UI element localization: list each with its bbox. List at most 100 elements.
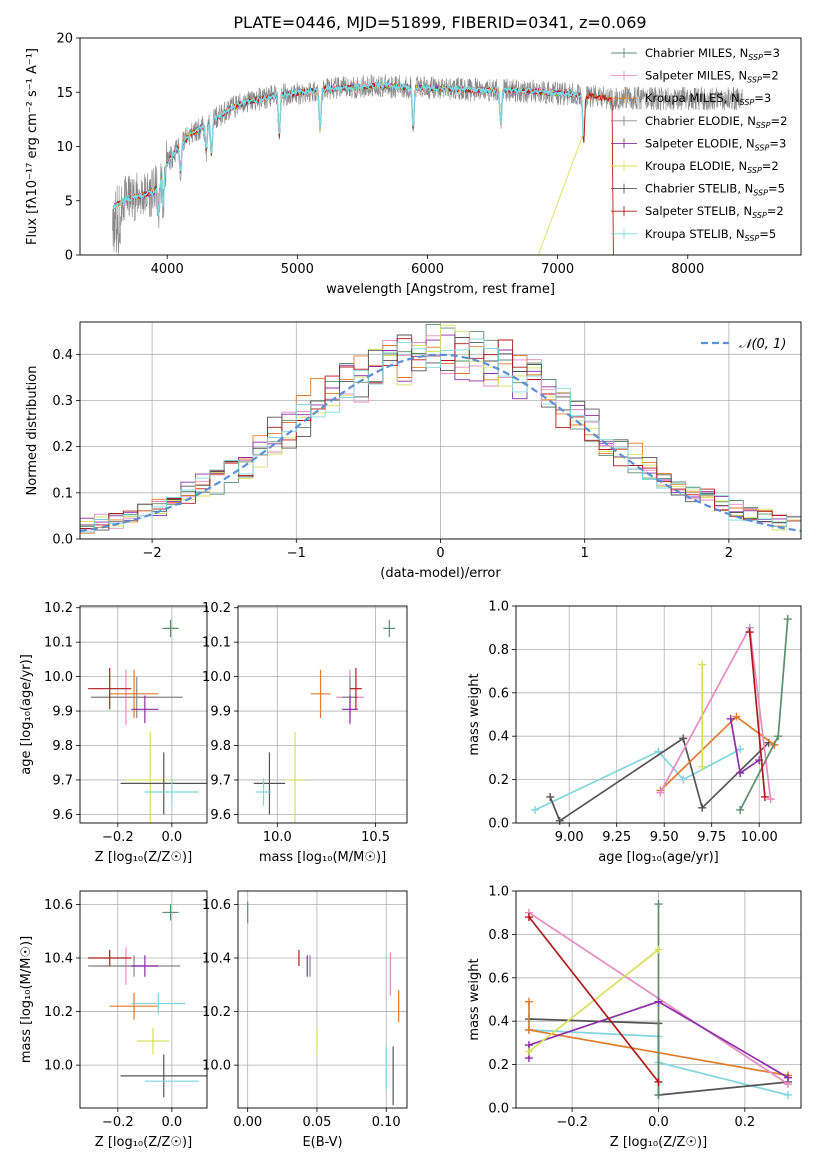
weight-marker: [531, 805, 539, 814]
legend-label-sub: SSP: [753, 189, 768, 198]
y-tick-label: 0.6: [488, 686, 509, 701]
legend-label-sep: ,: [724, 91, 731, 105]
weight-line: [528, 916, 660, 1083]
x-tick-label: −0.2: [102, 1115, 134, 1130]
x-axis-label: mass [log₁₀(M/M☉)]: [259, 850, 386, 865]
weight-line: [748, 631, 766, 798]
weight-line: [534, 748, 741, 811]
x-axis-label: age [log₁₀(age/yr)]: [598, 850, 719, 865]
y-tick-label: 10.6: [44, 898, 73, 913]
y-tick-label: 10: [56, 140, 73, 155]
weight-marker: [524, 913, 533, 922]
model-spectrum-line: [113, 82, 584, 215]
y-tick-label: 10.2: [44, 1005, 73, 1020]
legend-label-sep: ,: [732, 46, 739, 60]
y-tick-label: 0.4: [488, 1015, 509, 1030]
axes-frame: [515, 890, 802, 1109]
y-axis-label: Normed distribution: [25, 366, 40, 496]
x-tick-label: −0.2: [102, 830, 134, 845]
axes-frame: [79, 37, 802, 256]
x-tick-label: 0: [436, 546, 444, 561]
model-spectrum-line: [113, 81, 614, 255]
y-tick-label: 10.0: [202, 670, 231, 685]
weight-marker: [783, 615, 792, 624]
legend-label: Salpeter STELIB, NSSP=2: [645, 204, 784, 220]
legend-label-sep: ,: [739, 136, 746, 150]
y-tick-label: 0.0: [488, 1102, 509, 1117]
x-tick-label: 9.75: [697, 830, 726, 845]
weight-marker: [679, 775, 688, 784]
y-axis-label: mass weight: [467, 673, 482, 755]
spectrum-data-line: [112, 74, 743, 255]
y-tick-label: 0.8: [488, 643, 509, 658]
legend-label-n: N: [738, 69, 747, 83]
weight-marker: [736, 805, 745, 814]
weight-marker: [698, 660, 707, 669]
y-tick-label: 5: [65, 194, 73, 209]
x-tick-label: 10.5: [361, 830, 390, 845]
y-tick-label: 1.0: [488, 885, 509, 900]
weight-marker: [679, 734, 688, 743]
legend-label-sep: ,: [729, 227, 736, 241]
y-axis-label: Flux [fλ10⁻¹⁷ erg cm⁻² s⁻¹ A⁻¹]: [25, 48, 40, 245]
legend-label-name: Chabrier ELODIE: [645, 114, 740, 128]
y-tick-label: 0.4: [52, 348, 73, 363]
weight-marker: [736, 769, 745, 778]
weight-marker: [654, 1077, 663, 1086]
model-spectrum-line: [113, 82, 584, 213]
y-tick-label: 0.4: [488, 730, 509, 745]
model-spectrum-line: [113, 81, 584, 215]
legend-label-n: N: [738, 159, 747, 173]
y-tick-label: 0.0: [488, 817, 509, 832]
legend-label-name: Chabrier MILES: [645, 46, 732, 60]
x-tick-label: 0.05: [302, 1115, 331, 1130]
x-axis-label: Z [log₁₀(Z/Z☉)]: [95, 850, 192, 865]
histogram-step: [80, 338, 801, 539]
weight-marker: [654, 997, 663, 1006]
legend-label-sep: ,: [731, 69, 738, 83]
x-axis-label: Z [log₁₀(Z/Z☉)]: [610, 1135, 707, 1150]
axes-frame: [79, 605, 208, 824]
weight-marker: [555, 816, 564, 825]
axes-frame: [515, 605, 802, 824]
legend-label-sub: SSP: [752, 211, 767, 220]
y-tick-label: 0: [65, 249, 73, 264]
y-tick-label: 20: [56, 32, 73, 47]
legend-label-n: N: [743, 204, 752, 218]
legend-label-num: =3: [763, 46, 780, 60]
weight-marker: [524, 1025, 533, 1034]
weight-marker: [784, 1073, 793, 1082]
legend-label-sep: ,: [737, 182, 744, 196]
model-spectrum-line: [113, 81, 584, 217]
legend-label-sub: SSP: [748, 53, 763, 62]
legend-label-num: =2: [762, 69, 779, 83]
weight-marker: [774, 732, 783, 741]
legend-label: 𝒩(0, 1): [739, 337, 786, 352]
model-spectrum-line: [113, 82, 584, 213]
x-tick-label: 0.0: [162, 1115, 183, 1130]
weight-marker: [732, 712, 741, 721]
model-spectrum-line: [113, 82, 584, 255]
x-axis-label: wavelength [Angstrom, rest frame]: [326, 282, 555, 297]
legend-label-sub: SSP: [740, 98, 755, 107]
weight-vs-metallicity-panel: −0.2 0.0 0.2 0.0 0.2 0.4 0.6 0.8 1.0 Z [log₁₀(Z/Z…: [467, 885, 802, 1150]
mass-vs-metallicity-panel: −0.2 0.0 10.0 10.2 10.4 10.6 Z [log₁₀(Z/Z☉)] ma…: [19, 890, 208, 1150]
y-axis-label: mass [log₁₀(M/M☉)]: [19, 936, 34, 1063]
legend-label: Kroupa STELIB, NSSP=5: [645, 227, 776, 243]
axes-frame: [79, 890, 208, 1109]
legend-label: Kroupa MILES, NSSP=3: [645, 91, 771, 107]
legend-label-n: N: [731, 91, 740, 105]
y-tick-label: 9.9: [52, 705, 73, 720]
legend-label-sep: ,: [736, 204, 743, 218]
y-tick-label: 0.2: [52, 440, 73, 455]
x-tick-label: 1: [581, 546, 589, 561]
legend-label-sub: SSP: [756, 121, 771, 130]
x-tick-label: 10.00: [741, 830, 778, 845]
x-tick-label: 0.2: [735, 1115, 756, 1130]
legend-label-sep: ,: [731, 159, 738, 173]
legend-label-name: Kroupa STELIB: [645, 227, 729, 241]
legend-label-sep: ,: [740, 114, 747, 128]
age-vs-metallicity-panel: −0.2 0.0 9.6 9.7 9.8 9.9 10.0 10.1 10.2 Z [log₁₀(…: [19, 601, 208, 865]
legend-label-n: N: [746, 136, 755, 150]
legend-label: Chabrier ELODIE, NSSP=2: [645, 114, 787, 130]
